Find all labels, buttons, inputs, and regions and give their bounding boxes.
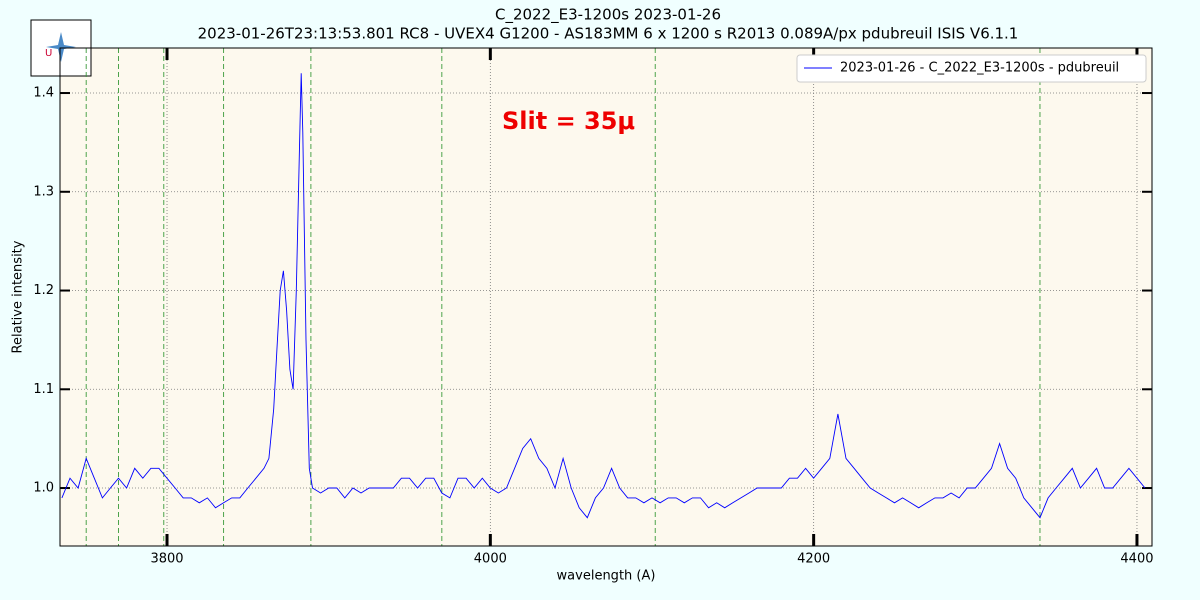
plot-area	[60, 48, 1152, 546]
y-tick-label: 1.4	[33, 86, 54, 101]
spectrum-line	[61, 73, 1146, 519]
x-tick-label: 3800	[150, 552, 183, 567]
annotation: Slit = 35μ	[502, 107, 635, 135]
legend-box	[796, 54, 1147, 83]
x-tick-label: 4400	[1120, 552, 1153, 567]
plot-frame	[59, 47, 1153, 547]
y-axis-label: Relative intensity	[11, 240, 26, 353]
x-tick-label: 4000	[474, 552, 507, 567]
chart-title: C_2022_E3-1200s 2023-01-26	[495, 6, 721, 25]
x-axis-label: wavelength (A)	[557, 569, 656, 584]
x-tick-label: 4200	[797, 552, 830, 567]
chart-subtitle: 2023-01-26T23:13:53.801 RC8 - UVEX4 G120…	[198, 25, 1019, 43]
legend-label: 2023-01-26 - C_2022_E3-1200s - pdubreuil	[840, 61, 1119, 76]
svg-text:U: U	[45, 48, 52, 59]
y-tick-label: 1.0	[33, 481, 54, 496]
legend: 2023-01-26 - C_2022_E3-1200s - pdubreuil	[796, 54, 1147, 83]
y-tick-label: 1.3	[33, 184, 54, 199]
y-tick-label: 1.2	[33, 283, 54, 298]
y-tick-label: 1.1	[33, 382, 54, 397]
